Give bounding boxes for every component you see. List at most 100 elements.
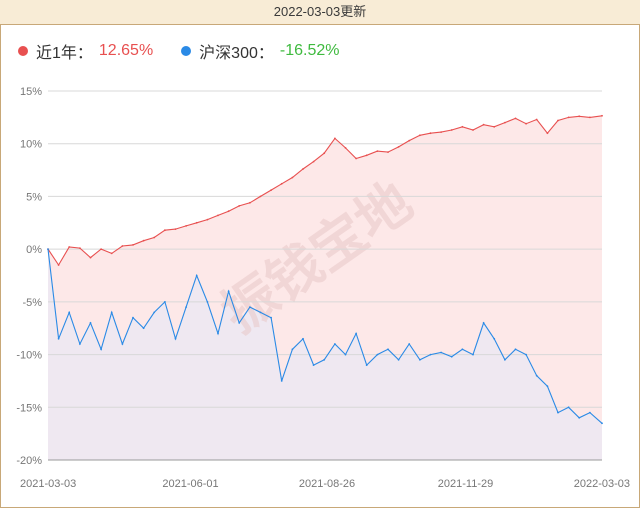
data-point [334,137,336,140]
legend-dot-blue-icon [181,46,192,56]
y-tick-label: 15% [20,86,42,98]
data-point [419,358,421,361]
data-point [249,201,251,204]
data-point [355,157,357,160]
data-point [589,411,591,414]
data-point [238,322,241,324]
data-point [387,151,389,154]
data-point [195,221,198,224]
data-point [355,332,357,335]
data-point [535,374,538,377]
y-tick-label: -20% [16,455,42,467]
x-tick-label: 2021-06-01 [162,478,218,490]
data-point [217,214,219,217]
data-point [153,311,156,314]
data-point [174,337,177,340]
data-point [132,316,134,319]
data-point [376,353,379,356]
data-point [195,274,198,277]
data-point [270,189,272,192]
data-point [482,123,485,126]
data-point [174,228,177,231]
data-point [472,353,474,356]
data-point [89,322,92,324]
data-point [57,337,60,340]
data-point [482,322,485,324]
data-point [567,406,570,409]
data-point [461,348,464,351]
y-tick-label: -10% [16,350,42,362]
data-point [408,343,411,345]
legend-item-index[interactable]: 沪深300： -16.52% [181,39,339,63]
data-point [110,311,113,314]
data-point [79,343,81,345]
data-point [100,248,102,251]
data-point [68,311,71,314]
data-point [227,290,230,293]
data-point [142,327,145,330]
data-point [525,122,527,125]
x-tick-label: 2021-03-03 [20,478,76,490]
data-point [387,348,389,351]
data-point [121,245,124,247]
data-point [472,129,474,131]
data-point [47,248,49,251]
data-point [185,225,188,227]
legend-dot-red-icon [18,46,28,56]
data-point [217,332,219,335]
data-point [397,146,400,148]
legend-item-fund[interactable]: 近1年： 12.65% [18,39,153,63]
data-point [153,236,156,239]
data-point [164,229,166,232]
data-point [504,121,506,124]
data-point [68,246,71,248]
data-point [270,316,272,319]
data-point [259,311,262,314]
x-tick-label: 2022-03-03 [574,478,630,490]
data-point [450,355,453,358]
data-point [514,348,517,351]
data-point [312,160,315,163]
data-point [280,182,283,185]
data-point [238,205,241,207]
data-point [291,176,294,179]
data-point [249,306,251,308]
data-point [79,247,81,250]
data-point [334,343,336,345]
data-point [450,129,453,131]
data-point [206,301,209,303]
data-point [429,132,432,135]
y-tick-label: 0% [26,244,42,256]
legend-value-index: -16.52% [279,42,340,59]
data-point [504,358,506,361]
chart-legend: 近1年： 12.65% 沪深300： -16.52% [18,40,367,62]
data-point [440,351,442,354]
data-point [323,358,326,361]
data-point [493,337,496,340]
data-point [535,118,538,121]
data-point [57,264,60,266]
data-point [408,139,411,142]
data-point [302,168,304,170]
data-point [546,385,549,388]
data-point [121,343,124,345]
update-date-text: 2022-03-03更新 [273,4,367,19]
legend-value-fund: 12.65% [98,42,154,59]
data-point [142,239,145,242]
data-point [376,150,379,153]
data-point [344,353,347,356]
data-point [419,134,421,137]
data-point [589,116,591,119]
data-point [365,154,368,157]
data-point [302,337,304,340]
data-point [557,411,559,414]
data-point [323,152,326,155]
data-point [578,115,581,118]
data-point [100,348,102,351]
y-tick-label: -15% [16,402,42,414]
data-point [546,132,549,135]
data-point [164,301,166,303]
legend-label-index: 沪深300： [199,45,274,62]
y-tick-label: -5% [22,297,42,309]
data-point [397,358,400,361]
